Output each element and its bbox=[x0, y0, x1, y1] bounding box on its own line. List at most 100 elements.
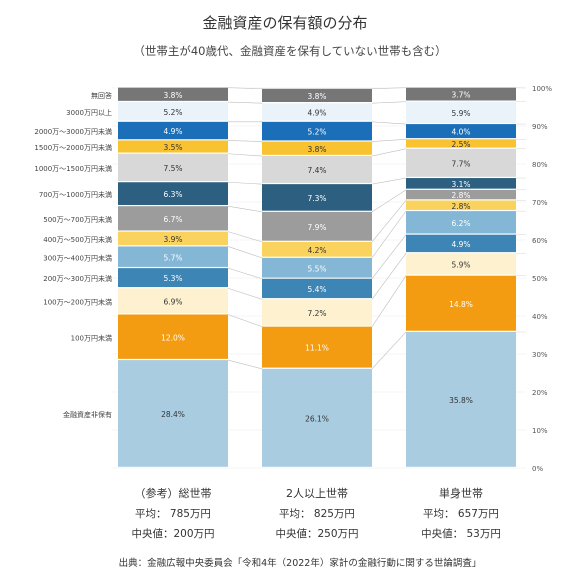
connector-line bbox=[227, 87, 263, 90]
bar-segment bbox=[262, 241, 372, 257]
data-label: 3.9% bbox=[163, 235, 182, 244]
bar-segment bbox=[262, 368, 372, 467]
bar-segment bbox=[406, 101, 516, 123]
y-tick-label: 50% bbox=[532, 275, 548, 283]
category-label: 500万～700万円未満 bbox=[43, 215, 112, 224]
category-label: 3000万円以上 bbox=[66, 108, 112, 117]
data-label: 3.1% bbox=[451, 180, 470, 189]
chart-subtitle: （世帯主が40歳代、金融資産を保有していない世帯も含む） bbox=[133, 44, 446, 58]
connector-line bbox=[371, 121, 407, 125]
connector-line bbox=[227, 140, 263, 142]
bar-segment bbox=[118, 206, 228, 231]
connector-line bbox=[227, 101, 263, 104]
connector-line bbox=[371, 331, 407, 370]
connector-line bbox=[227, 314, 263, 327]
data-label: 7.5% bbox=[163, 164, 182, 173]
y-tick-label: 30% bbox=[532, 351, 548, 359]
group-name: （参考）総世帯 bbox=[135, 486, 212, 500]
data-label: 2.8% bbox=[451, 191, 470, 200]
connector-line bbox=[227, 359, 263, 370]
y-tick-label: 20% bbox=[532, 389, 548, 397]
bar-segment bbox=[406, 189, 516, 200]
connector-line bbox=[371, 189, 407, 213]
y-tick-label: 100% bbox=[532, 85, 552, 93]
data-label: 7.9% bbox=[307, 223, 326, 232]
bar-segment bbox=[118, 231, 228, 246]
connector-line bbox=[227, 287, 263, 300]
y-tick-label: 40% bbox=[532, 313, 548, 321]
data-label: 4.9% bbox=[307, 109, 326, 118]
data-label: 5.9% bbox=[451, 109, 470, 118]
source-note: 出典：金融広報中央委員会「令和4年（2022年）家計の金融行動に関する世論調査」 bbox=[119, 557, 482, 569]
bar-segment bbox=[406, 178, 516, 189]
bar-segment bbox=[406, 139, 516, 148]
bar-segment bbox=[406, 253, 516, 275]
group-median: 中央値： 53万円 bbox=[421, 527, 501, 540]
data-label: 7.4% bbox=[307, 166, 326, 175]
connector-line bbox=[371, 148, 407, 157]
connector-line bbox=[227, 267, 263, 280]
connector-line bbox=[227, 231, 263, 243]
group-mean: 平均： 825万円 bbox=[279, 508, 355, 520]
category-label: 100万円未満 bbox=[71, 333, 112, 342]
y-axis-ticks: 0% 10% 20% 30% 40% 50% 60% 70% 80% 90% 100% bbox=[532, 85, 552, 473]
bar-segment bbox=[406, 87, 516, 101]
data-label: 2.8% bbox=[451, 202, 470, 211]
y-tick-label: 70% bbox=[532, 199, 548, 207]
group-name: 単身世帯 bbox=[439, 486, 483, 500]
bar-segment bbox=[118, 360, 228, 467]
data-label: 3.8% bbox=[307, 145, 326, 154]
bar-segment bbox=[406, 148, 516, 177]
data-label: 5.9% bbox=[451, 261, 470, 270]
category-label: 200万～300万円未満 bbox=[43, 274, 112, 283]
category-labels: 金融資産非保有 100万円未満 100万～200万円未満 200万～300万円未満 30… bbox=[34, 91, 112, 419]
data-label: 5.4% bbox=[307, 285, 326, 294]
group-median: 中央値：250万円 bbox=[275, 527, 358, 540]
category-label: 700万～1000万円未満 bbox=[39, 190, 112, 199]
data-label: 3.7% bbox=[451, 91, 470, 100]
segment-labels: 28.4% 12.0% 6.9% 5.3% 5.7% 3.9% 6.7% 6.3% 7.5% 3.… bbox=[161, 91, 473, 424]
bar-segment bbox=[406, 200, 516, 210]
bar-segment bbox=[262, 299, 372, 326]
bar-segment bbox=[118, 87, 228, 101]
category-label: 100万～200万円未満 bbox=[43, 297, 112, 306]
category-label: 無回答 bbox=[91, 91, 112, 100]
data-label: 28.4% bbox=[161, 410, 185, 419]
data-label: 7.7% bbox=[451, 159, 470, 168]
bar-segment bbox=[262, 257, 372, 278]
group-median: 中央値：200万円 bbox=[131, 527, 214, 540]
category-label: 1000万～1500万円未満 bbox=[34, 164, 112, 173]
chart-title: 金融資産の保有額の分布 bbox=[202, 14, 367, 32]
connector-line bbox=[227, 153, 263, 157]
bar-segment bbox=[262, 156, 372, 183]
data-label: 2.5% bbox=[451, 140, 470, 149]
connector-line bbox=[371, 275, 407, 327]
connector-line bbox=[371, 234, 407, 279]
category-label: 400万～500万円未満 bbox=[43, 235, 112, 244]
bar-segment bbox=[118, 288, 228, 314]
data-label: 5.7% bbox=[163, 253, 182, 262]
category-label: 300万～400万円未満 bbox=[43, 253, 112, 262]
bar-segment bbox=[262, 141, 372, 155]
connector-line bbox=[371, 210, 407, 259]
bar-segment bbox=[118, 314, 228, 359]
connector-line bbox=[227, 181, 263, 185]
y-tick-label: 90% bbox=[532, 123, 548, 131]
data-label: 35.8% bbox=[449, 396, 473, 405]
data-label: 4.0% bbox=[451, 128, 470, 137]
bar-segment bbox=[262, 103, 372, 121]
y-tick-label: 10% bbox=[532, 427, 548, 435]
connector-line bbox=[371, 139, 407, 142]
bar-segment bbox=[262, 88, 372, 102]
data-label: 14.8% bbox=[449, 300, 473, 309]
category-label: 1500万～2000万円未満 bbox=[34, 143, 112, 152]
group-name: 2人以上世帯 bbox=[286, 487, 348, 500]
data-label: 7.2% bbox=[307, 309, 326, 318]
bar-segment bbox=[262, 211, 372, 241]
connector-line bbox=[227, 205, 263, 213]
group-mean: 平均： 657万円 bbox=[423, 508, 499, 520]
data-label: 5.3% bbox=[163, 274, 182, 283]
data-label: 4.9% bbox=[163, 127, 182, 136]
